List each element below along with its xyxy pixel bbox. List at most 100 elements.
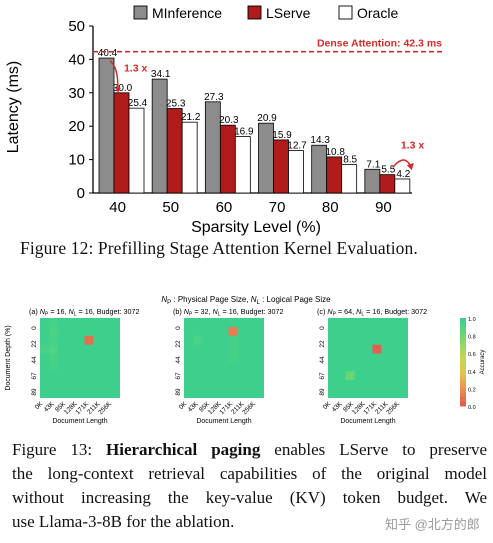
budget-value: 3072: [411, 307, 427, 316]
bar-oracle-80: [341, 164, 358, 194]
heatmap-panel-2: (b) NP = 32, NL = 16, Budget: 3072022446…: [173, 307, 284, 425]
value-label: 5.5: [381, 165, 395, 176]
value-label: 21.2: [181, 112, 201, 123]
value-label: 30.0: [113, 83, 133, 94]
x-tick-label: 50: [162, 199, 179, 216]
y-tick-label: 67: [31, 372, 38, 380]
bar-lserve-50: [166, 108, 183, 194]
legend-swatch-minference: [133, 5, 148, 20]
bar-lserve-40: [113, 92, 130, 194]
caption-rest: enables LServe to preserve: [260, 440, 487, 459]
x-axis-label: Document Length: [196, 418, 251, 425]
nl-value: 16: [372, 307, 380, 316]
heatmap-panels: (a) NP = 16, NL = 16, Budget: 3072022446…: [5, 307, 427, 425]
heatmap-cell: [345, 371, 355, 381]
value-label: 27.3: [204, 92, 224, 103]
y-tick-label: 89: [319, 388, 326, 396]
heatmap-cell: [48, 362, 58, 372]
colorbar-segment: [460, 388, 466, 394]
legend-label-lserve: LServe: [266, 5, 311, 21]
np-value: 64: [344, 307, 352, 316]
colorbar-segment: [460, 318, 466, 323]
colorbar-segment: [460, 326, 466, 332]
value-label: 25.4: [128, 98, 148, 109]
colorbar-segment: [460, 331, 466, 337]
nl-subscript: L: [74, 312, 77, 318]
arrowhead-1: [115, 87, 121, 93]
colorbar-segment: [460, 353, 466, 359]
colorbar-tick: 0.2: [468, 387, 476, 393]
colorbar-tick: 0.4: [468, 370, 476, 376]
nl-subscript: L: [257, 300, 261, 306]
heatmap-panel-3: (c) NP = 64, NL = 16, Budget: 3072022446…: [317, 307, 427, 425]
bar-oracle-90: [394, 178, 411, 194]
y-tick-label: 67: [319, 372, 326, 380]
heatmap-cell: [228, 326, 238, 336]
speedup-label-2: 1.3 x: [401, 140, 425, 152]
x-tick-label: 90: [375, 199, 392, 216]
panel-title: (a) NP = 16, NL = 16, Budget: 3072: [29, 307, 140, 318]
budget-value: 3072: [268, 307, 284, 316]
caption-line-2: the long-context retrieval capabilities …: [12, 464, 487, 483]
chart-legend: MInference LServe Oracle: [133, 5, 398, 21]
np-subscript: P: [189, 312, 193, 318]
value-label: 4.2: [396, 169, 410, 180]
colorbar-segment: [460, 362, 466, 367]
caption-bold-term: Hierarchical paging: [106, 440, 261, 459]
chart-value-labels: 40.4 30.0 25.4 34.1 25.3 21.227.3 20.316.920.9…: [98, 48, 411, 180]
value-label: 20.9: [257, 113, 277, 124]
colorbar-tick: 1.0: [468, 317, 476, 323]
equals: =: [192, 307, 200, 316]
panel-title: (b) NP = 32, NL = 16, Budget: 3072: [173, 307, 284, 318]
equals: =: [221, 307, 229, 316]
bar-minference-40: [98, 57, 115, 194]
nl-subscript: L: [218, 312, 221, 318]
speedup-label-1: 1.3 x: [124, 62, 148, 74]
bar-oracle-40: [128, 107, 145, 194]
panel-label: (a): [29, 307, 40, 316]
heatmap-cell: [228, 344, 238, 354]
y-tick-label: 20: [68, 118, 85, 135]
colorbar-segment: [460, 322, 466, 328]
equals: =: [48, 307, 56, 316]
heatmap-background: [184, 318, 264, 398]
colorbar-segment: [460, 340, 466, 345]
budget-prefix: , Budget:: [93, 307, 124, 316]
y-tick-label: 22: [31, 340, 38, 348]
speedup-annotations: 1.3 x 1.3 x: [109, 60, 425, 171]
colorbar-segment: [460, 335, 466, 341]
bar-lserve-60: [219, 124, 236, 194]
figure-13-heatmaps: NP : Physical Page Size, NL : Logical Pa…: [5, 295, 486, 425]
y-tick-label: 50: [68, 18, 85, 35]
x-tick-label: 256K: [97, 400, 113, 416]
value-label: 16.9: [234, 127, 254, 138]
bar-lserve-70: [273, 139, 289, 194]
bar-minference-70: [258, 122, 274, 194]
value-label: 14.3: [310, 135, 330, 146]
bar-minference-90: [364, 168, 381, 194]
colorbar-segment: [460, 384, 466, 389]
bar-minference-80: [311, 144, 328, 194]
y-tick-label: 10: [68, 152, 85, 169]
budget-value: 3072: [124, 307, 140, 316]
nl-symbol: N: [69, 307, 75, 316]
x-tick-label: 256K: [241, 400, 257, 416]
colorbar-segment: [460, 397, 466, 403]
budget-prefix: , Budget:: [380, 307, 411, 316]
value-label: 40.4: [98, 48, 118, 59]
panel-label: (c): [317, 307, 327, 316]
y-axis-label: Document Depth (%): [5, 325, 12, 390]
caption-line-3: without increasing the key-value (KV) to…: [12, 488, 487, 507]
legend-label-minference: MInference: [152, 5, 222, 21]
value-label: 7.1: [366, 159, 380, 170]
equals: =: [336, 307, 344, 316]
caption-text: Prefilling Stage Attention Kernel Evalua…: [97, 238, 418, 258]
watermark: 知乎 @北方的郎: [385, 517, 480, 532]
x-tick-label: 80: [322, 199, 339, 216]
np-subscript: P: [333, 312, 337, 318]
separator: ,: [65, 307, 69, 316]
x-tick-label: 40: [109, 199, 126, 216]
colorbar-segment: [460, 379, 466, 385]
accuracy-colorbar: 1.0 0.8 0.6 0.4 0.2 0.0 Accuracy: [460, 317, 486, 411]
colorbar-segment: [460, 357, 466, 363]
